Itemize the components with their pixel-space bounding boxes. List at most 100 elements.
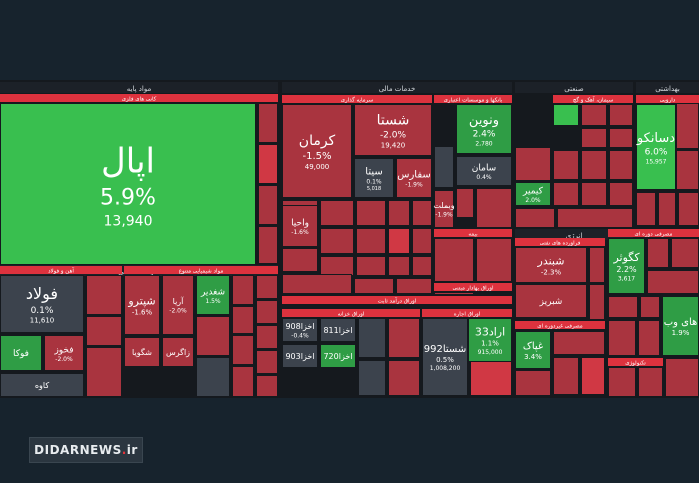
group-label: تکنولوژی [625, 360, 646, 367]
tile-change: -1.9% [435, 211, 453, 218]
group-label: اوراق درآمد ثابت [378, 298, 417, 305]
treemap-cell [256, 350, 278, 374]
treemap-cell [256, 325, 278, 349]
tile-symbol: های وب [664, 317, 698, 328]
treemap-cell [608, 367, 636, 397]
treemap-cell [609, 104, 633, 126]
tile-change: 0.5% [436, 356, 454, 364]
treemap-cell [636, 192, 656, 226]
treemap-tile [282, 104, 352, 198]
watermark-tld: ir [126, 443, 138, 457]
treemap-cell [356, 200, 386, 226]
treemap-cell [557, 208, 633, 228]
group-label: آهن و فولاد [48, 268, 74, 275]
tile-change: 2.0% [525, 197, 541, 204]
group-header [636, 95, 699, 103]
treemap-cell [282, 274, 352, 294]
treemap-cell [358, 360, 386, 396]
treemap-cell [358, 318, 386, 358]
treemap-cell [470, 358, 512, 396]
treemap-cell [553, 357, 579, 395]
treemap-cell [665, 358, 699, 397]
group-header [282, 296, 512, 304]
treemap-cell [396, 278, 432, 294]
treemap-tile [320, 344, 356, 368]
group-label: دارویی [660, 98, 676, 104]
treemap-cell [412, 256, 432, 276]
group-label: بیمه [468, 232, 478, 238]
treemap-tile [282, 205, 318, 247]
group-label: مصرفی غیردوره ای [537, 324, 583, 330]
tile-value: 3,617 [618, 275, 635, 282]
treemap-cell [676, 150, 699, 190]
group-label: اوراق بهادار مبتنی [452, 286, 493, 292]
tile-symbol: کیمیر [522, 186, 544, 196]
tile-value: 5,018 [367, 186, 381, 192]
tile-change: -2.3% [541, 269, 562, 277]
tile-change: 0.1% [366, 178, 382, 185]
tile-symbol: اخزا903 [285, 352, 314, 361]
treemap-cell [356, 228, 386, 254]
watermark-logo: DIDARNEWS. ir [29, 437, 143, 463]
treemap-cell [589, 284, 605, 320]
tile-symbol: سیتا [365, 166, 382, 177]
tile-value: 2,780 [475, 140, 492, 147]
tile-symbol: شپترو [127, 294, 155, 307]
treemap-cell [676, 103, 699, 149]
treemap-cell [581, 150, 607, 180]
treemap-cell [320, 256, 354, 276]
treemap-tile [124, 275, 160, 335]
sector-header [0, 82, 278, 93]
treemap-tile [354, 158, 394, 198]
treemap-cell [476, 188, 512, 228]
tile-symbol: کاوه [35, 381, 49, 390]
tile-change: 2.4% [473, 130, 496, 140]
tile-symbol: اپال [101, 142, 155, 182]
treemap-tile [0, 275, 84, 333]
tile-change: 0.1% [31, 306, 54, 316]
tile-change: -1.5% [302, 151, 331, 162]
treemap-cell [647, 270, 699, 294]
treemap-cell [638, 320, 660, 356]
treemap-cell [609, 182, 633, 206]
treemap-tile [0, 373, 84, 397]
group-header [434, 229, 512, 237]
watermark-brand: DIDARNEWS [34, 443, 122, 457]
treemap-cell [671, 238, 699, 268]
sector-header [515, 229, 633, 240]
treemap-tile [0, 335, 42, 371]
tile-symbol: شستا992 [424, 344, 466, 355]
group-header [422, 309, 512, 317]
treemap-cell [258, 226, 278, 264]
treemap-cell [232, 306, 254, 334]
treemap-cell [388, 228, 410, 254]
treemap-cell [232, 366, 254, 397]
tile-symbol: شبندر [537, 254, 565, 267]
treemap-cell [658, 192, 676, 226]
treemap-cell [256, 300, 278, 324]
group-label: مصرفی دوره ای [635, 232, 673, 238]
treemap-tile [636, 104, 676, 190]
watermark-dot: . [121, 443, 127, 457]
tile-value: 15,957 [646, 158, 667, 165]
treemap-tile [456, 104, 512, 154]
treemap-cell [86, 275, 122, 315]
group-header [282, 309, 420, 317]
tile-change: -2.0% [169, 307, 187, 314]
tile-change: -1.6% [291, 229, 309, 236]
sector-header [282, 82, 512, 93]
treemap-tile [124, 337, 160, 367]
tile-symbol: اراد33 [475, 325, 505, 338]
treemap-cell [388, 360, 420, 396]
tile-symbol: ونوین [469, 113, 499, 128]
group-label: سیمان، آهک و گچ [573, 97, 614, 104]
treemap-tile [0, 103, 256, 265]
treemap-cell [553, 104, 579, 126]
tile-symbol: آریا [173, 296, 185, 306]
treemap-cell [256, 375, 278, 397]
treemap-cell [581, 128, 607, 148]
treemap-cell [678, 192, 699, 226]
sector-label: مواد پایه [127, 85, 152, 93]
treemap-tile [608, 238, 645, 294]
treemap-tile [662, 296, 699, 356]
